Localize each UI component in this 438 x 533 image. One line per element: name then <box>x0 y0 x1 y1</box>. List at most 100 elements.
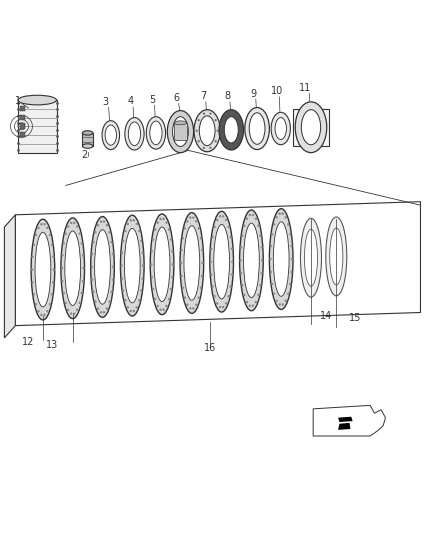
Ellipse shape <box>330 228 343 285</box>
FancyBboxPatch shape <box>174 123 187 140</box>
Ellipse shape <box>125 118 144 150</box>
Circle shape <box>243 294 246 296</box>
Circle shape <box>231 247 233 250</box>
Circle shape <box>195 220 198 223</box>
Circle shape <box>40 223 42 225</box>
Circle shape <box>240 259 242 262</box>
Circle shape <box>198 296 200 299</box>
Circle shape <box>152 288 154 290</box>
Circle shape <box>154 229 156 231</box>
Circle shape <box>127 306 129 309</box>
Circle shape <box>92 290 95 293</box>
Circle shape <box>33 244 35 246</box>
Circle shape <box>240 246 242 249</box>
Ellipse shape <box>275 118 286 140</box>
Circle shape <box>254 217 257 220</box>
Circle shape <box>61 267 63 270</box>
Circle shape <box>94 301 97 303</box>
Circle shape <box>192 307 194 310</box>
Circle shape <box>184 227 186 230</box>
Circle shape <box>100 311 102 313</box>
Circle shape <box>133 219 135 222</box>
Ellipse shape <box>210 211 233 312</box>
Circle shape <box>135 306 138 309</box>
Ellipse shape <box>269 209 293 310</box>
Circle shape <box>225 219 227 221</box>
Ellipse shape <box>249 113 265 144</box>
Circle shape <box>276 216 278 219</box>
Circle shape <box>213 295 216 297</box>
Ellipse shape <box>184 226 200 300</box>
FancyBboxPatch shape <box>20 123 25 128</box>
Ellipse shape <box>245 108 269 150</box>
Ellipse shape <box>214 224 230 299</box>
Circle shape <box>122 240 124 242</box>
Circle shape <box>110 241 113 244</box>
Circle shape <box>61 280 64 282</box>
Circle shape <box>165 305 168 307</box>
Ellipse shape <box>326 217 347 296</box>
Circle shape <box>52 255 54 258</box>
Circle shape <box>52 281 54 284</box>
Circle shape <box>261 272 263 274</box>
Circle shape <box>73 222 75 224</box>
Circle shape <box>287 223 290 225</box>
Circle shape <box>130 219 132 222</box>
Ellipse shape <box>167 110 194 152</box>
Circle shape <box>140 289 142 292</box>
Circle shape <box>97 308 99 310</box>
Ellipse shape <box>124 229 140 303</box>
Circle shape <box>290 271 293 273</box>
Circle shape <box>91 266 93 268</box>
Circle shape <box>243 224 246 227</box>
Ellipse shape <box>273 222 289 296</box>
Ellipse shape <box>150 214 174 314</box>
Circle shape <box>203 147 205 149</box>
Circle shape <box>216 130 219 132</box>
Ellipse shape <box>102 120 120 150</box>
Circle shape <box>73 312 75 315</box>
Circle shape <box>78 302 81 304</box>
Circle shape <box>110 290 113 293</box>
Circle shape <box>290 245 293 247</box>
Circle shape <box>81 242 83 245</box>
Ellipse shape <box>65 231 81 305</box>
Circle shape <box>81 292 83 294</box>
FancyBboxPatch shape <box>20 132 25 138</box>
Circle shape <box>195 130 198 132</box>
Circle shape <box>35 233 37 236</box>
Circle shape <box>222 306 224 308</box>
Circle shape <box>249 304 251 307</box>
Circle shape <box>32 281 34 284</box>
Circle shape <box>180 262 182 264</box>
Circle shape <box>279 213 281 215</box>
FancyBboxPatch shape <box>20 115 25 120</box>
Circle shape <box>209 147 212 149</box>
Circle shape <box>121 277 123 280</box>
Circle shape <box>259 284 261 286</box>
Circle shape <box>46 310 49 312</box>
Circle shape <box>64 232 67 235</box>
Circle shape <box>225 302 227 304</box>
Ellipse shape <box>300 219 321 297</box>
Circle shape <box>152 238 154 241</box>
Circle shape <box>257 224 260 227</box>
Circle shape <box>282 213 284 215</box>
Circle shape <box>257 294 260 296</box>
Circle shape <box>162 309 165 311</box>
Circle shape <box>227 226 230 228</box>
Circle shape <box>135 223 138 225</box>
Circle shape <box>252 214 254 216</box>
Circle shape <box>200 237 202 239</box>
Circle shape <box>130 310 132 312</box>
Circle shape <box>138 299 141 302</box>
Text: 1: 1 <box>14 95 21 106</box>
Circle shape <box>61 254 64 256</box>
Text: 10: 10 <box>271 86 283 96</box>
Polygon shape <box>313 405 385 436</box>
Circle shape <box>97 224 99 227</box>
Circle shape <box>94 231 97 233</box>
Circle shape <box>171 250 173 253</box>
Circle shape <box>219 306 221 308</box>
Ellipse shape <box>18 95 57 105</box>
